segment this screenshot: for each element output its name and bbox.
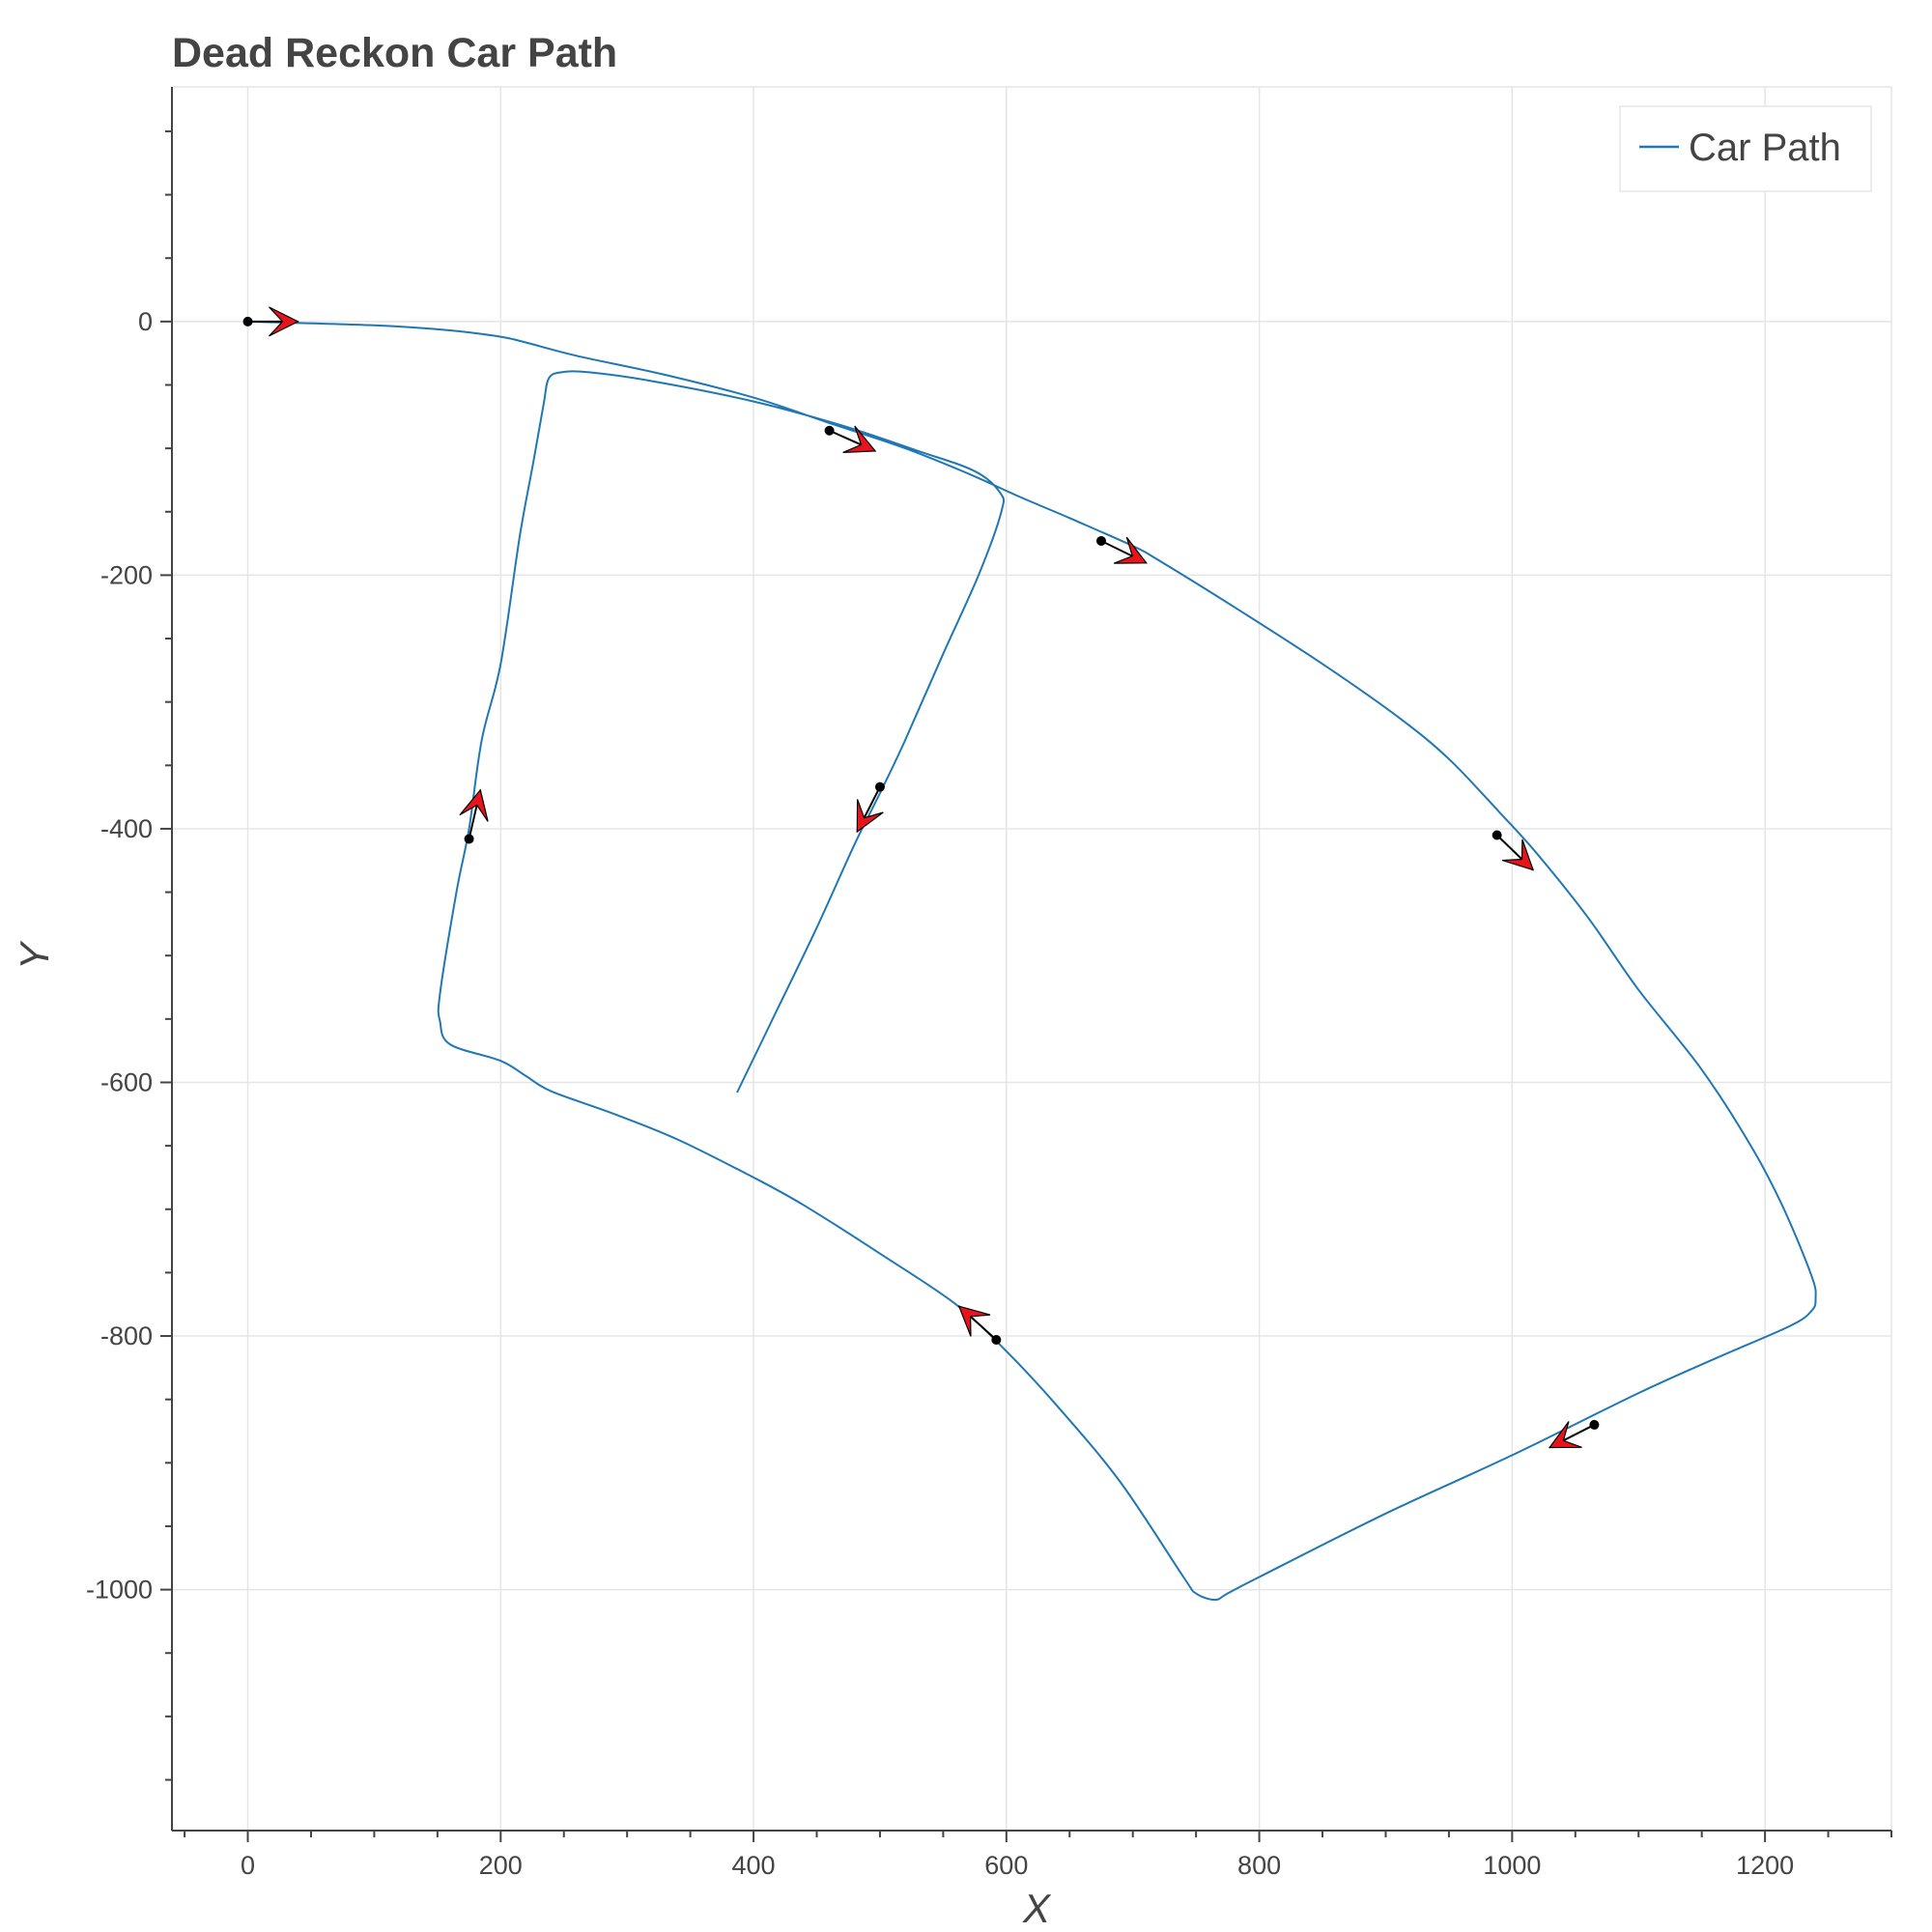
x-tick-label: 1200: [1736, 1851, 1794, 1880]
heading-marker: [957, 1305, 1002, 1345]
heading-marker: [1095, 535, 1148, 564]
chart-title: Dead Reckon Car Path: [172, 30, 617, 76]
heading-arrowhead: [856, 799, 884, 834]
heading-marker: [1548, 1419, 1600, 1449]
heading-arrowhead: [842, 425, 877, 453]
y-tick-label: -400: [100, 814, 153, 843]
car-path-series: [247, 320, 1817, 1602]
heading-marker: [459, 788, 489, 844]
heading-marker: [1492, 830, 1535, 871]
position-dot: [824, 425, 835, 436]
y-axis-label: Y: [12, 940, 57, 970]
y-tick-label: -600: [100, 1067, 153, 1096]
heading-arrowhead: [1548, 1421, 1582, 1449]
heading-arrowhead: [459, 788, 489, 822]
x-tick-label: 600: [984, 1851, 1028, 1880]
grid-lines: [171, 86, 1892, 1832]
position-dot: [991, 1334, 1002, 1345]
axes: 0 200 400 600 800 1000 1200 0 -200 -400 -600 -800 -1…: [86, 87, 1892, 1880]
heading-marker: [856, 781, 885, 834]
heading-arrowhead: [269, 306, 299, 337]
x-tick-label: 800: [1237, 1851, 1281, 1880]
x-tick-label: 400: [732, 1851, 776, 1880]
plot-frame: [171, 86, 1892, 1832]
heading-marker: [242, 306, 299, 337]
position-dot: [1095, 535, 1106, 546]
heading-arrowhead: [957, 1305, 991, 1337]
heading-arrowhead: [1501, 838, 1535, 871]
legend: Car Path: [1619, 105, 1872, 192]
y-tick-label: -200: [100, 560, 153, 589]
position-dot: [1492, 830, 1502, 840]
x-tick-label: 200: [479, 1851, 523, 1880]
car-path-line: [247, 320, 1817, 1602]
heading-arrowhead: [1113, 536, 1148, 564]
position-dot: [464, 834, 474, 844]
position-dot: [242, 316, 253, 327]
heading-markers: [242, 306, 1600, 1449]
legend-box: [1619, 105, 1872, 192]
legend-label-car-path: Car Path: [1689, 127, 1841, 169]
x-axis-label: X: [1022, 1886, 1052, 1931]
x-tick-label: 0: [241, 1851, 255, 1880]
heading-marker: [824, 425, 877, 453]
y-tick-label: 0: [138, 307, 153, 336]
y-tick-label: -1000: [86, 1576, 153, 1605]
y-tick-label: -800: [100, 1321, 153, 1350]
position-dot: [874, 781, 885, 792]
position-dot: [1589, 1419, 1600, 1430]
x-tick-label: 1000: [1483, 1851, 1541, 1880]
